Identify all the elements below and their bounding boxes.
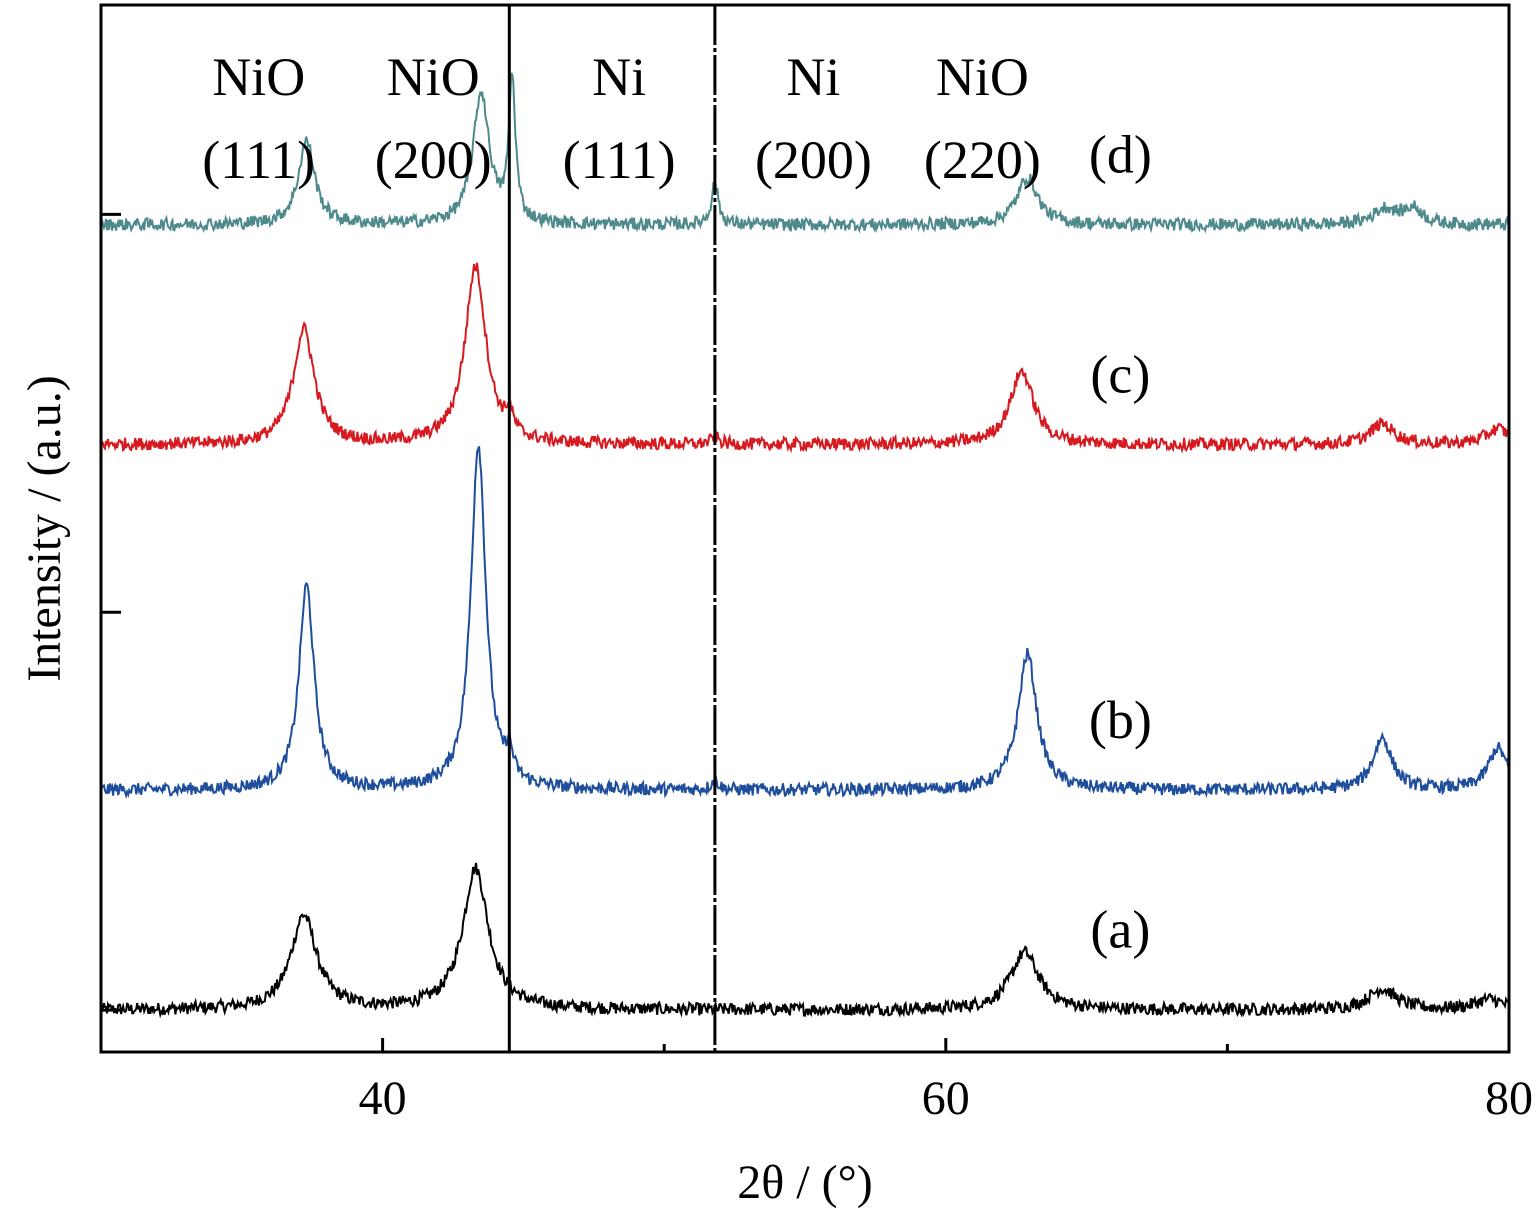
peak-annotation-index: (111) xyxy=(202,130,315,190)
x-tick-label: 40 xyxy=(359,1072,407,1125)
series-label: (c) xyxy=(1090,344,1150,404)
peak-annotation: Ni (200) xyxy=(755,47,872,190)
peak-annotation-phase: NiO xyxy=(936,47,1029,107)
y-axis-label: Intensity / (a.u.) xyxy=(18,375,71,682)
series-labels: (a) (b) (c) (d) xyxy=(1089,125,1152,960)
peak-annotation-index: (200) xyxy=(375,130,492,190)
peak-annotation: NiO (200) xyxy=(375,47,492,190)
series-label: (b) xyxy=(1089,690,1152,750)
series-line-c xyxy=(100,262,1510,454)
peak-annotation: Ni (111) xyxy=(563,47,676,190)
peak-annotation-phase: NiO xyxy=(212,47,305,107)
peak-annotation-index: (220) xyxy=(924,130,1041,190)
x-axis-label: 2θ / (°) xyxy=(737,1156,873,1209)
series-label: (a) xyxy=(1090,899,1150,959)
peak-annotation-phase: Ni xyxy=(592,47,646,107)
axis-ticks: 40 60 80 xyxy=(101,212,1533,1125)
series-traces xyxy=(100,72,1510,1019)
series-line-d xyxy=(100,72,1510,234)
peak-annotation-index: (111) xyxy=(563,130,676,190)
series-label: (d) xyxy=(1089,125,1152,185)
peak-annotations: NiO (111) NiO (200) Ni (111) Ni (200) NiO (220) xyxy=(202,47,1041,190)
x-tick-label: 80 xyxy=(1485,1072,1533,1125)
peak-annotation: NiO (111) xyxy=(202,47,315,190)
x-tick-label: 60 xyxy=(922,1072,970,1125)
plot-frame xyxy=(99,3,1511,1054)
series-line-a xyxy=(100,862,1510,1019)
series-line-b xyxy=(100,446,1510,800)
reference-lines xyxy=(507,5,717,1052)
peak-annotation-phase: Ni xyxy=(786,47,840,107)
peak-annotation: NiO (220) xyxy=(924,47,1041,190)
peak-annotation-phase: NiO xyxy=(387,47,480,107)
peak-annotation-index: (200) xyxy=(755,130,872,190)
